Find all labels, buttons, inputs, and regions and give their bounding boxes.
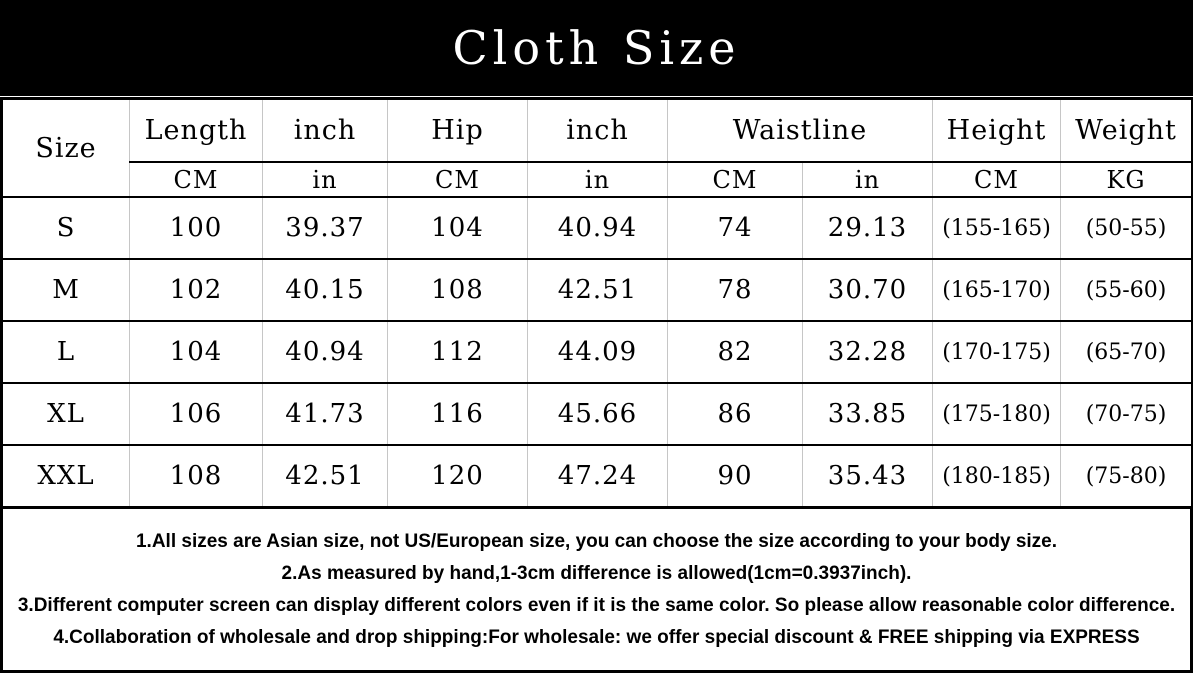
size-label: XXL <box>1 445 130 509</box>
unit-waistline-in: in <box>801 162 934 198</box>
title-banner: Cloth Size <box>0 0 1193 96</box>
weight-range-cell: (55-60) <box>1060 259 1193 322</box>
column-header-waistline: Waistline <box>666 98 934 163</box>
waistline-in-cell: 33.85 <box>801 383 934 446</box>
unit-weight-kg: KG <box>1060 162 1193 198</box>
size-label: S <box>1 197 130 260</box>
hip-in-cell: 42.51 <box>527 259 668 322</box>
hip-in-cell: 47.24 <box>527 445 668 509</box>
waistline-cm-cell: 78 <box>667 259 803 322</box>
size-label: XL <box>1 383 130 446</box>
length-cm-cell: 104 <box>129 321 263 384</box>
waistline-cm-cell: 74 <box>667 197 803 260</box>
table-row-m: M 102 40.15 108 42.51 78 30.70 (165-170)… <box>1 259 1193 322</box>
hip-cm-cell: 108 <box>387 259 528 322</box>
waistline-cm-cell: 82 <box>667 321 803 384</box>
size-label: M <box>1 259 130 322</box>
unit-height-cm: CM <box>932 162 1062 198</box>
length-in-cell: 41.73 <box>262 383 388 446</box>
weight-range-cell: (75-80) <box>1060 445 1193 509</box>
column-header-length-inch: inch <box>262 98 388 163</box>
hip-cm-cell: 116 <box>387 383 528 446</box>
waistline-cm-cell: 86 <box>667 383 803 446</box>
hip-in-cell: 40.94 <box>527 197 668 260</box>
column-header-length: Length <box>129 98 263 163</box>
table-unit-row: CM in CM in CM in CM KG <box>2 162 1193 198</box>
size-label: L <box>1 321 130 384</box>
table-row-xl: XL 106 41.73 116 45.66 86 33.85 (175-180… <box>1 383 1193 446</box>
unit-length-in: in <box>262 162 388 198</box>
unit-hip-cm: CM <box>387 162 528 198</box>
length-in-cell: 40.15 <box>262 259 388 322</box>
column-header-size: Size <box>1 98 130 198</box>
table-header-row: Size Length inch Hip inch Waistline Heig… <box>1 98 1193 198</box>
column-header-hip-inch: inch <box>527 98 668 163</box>
note-line-1: 1.All sizes are Asian size, not US/Europ… <box>135 530 1058 552</box>
waistline-cm-cell: 90 <box>667 445 803 509</box>
height-range-cell: (155-165) <box>932 197 1062 260</box>
length-cm-cell: 100 <box>129 197 263 260</box>
hip-cm-cell: 112 <box>387 321 528 384</box>
weight-range-cell: (65-70) <box>1060 321 1193 384</box>
column-header-height: Height <box>932 98 1062 163</box>
size-chart-table: Size Length inch Hip inch Waistline Heig… <box>0 97 1193 509</box>
waistline-in-cell: 30.70 <box>801 259 934 322</box>
length-in-cell: 39.37 <box>262 197 388 260</box>
waistline-in-cell: 35.43 <box>801 445 934 509</box>
length-cm-cell: 102 <box>129 259 263 322</box>
hip-cm-cell: 104 <box>387 197 528 260</box>
length-cm-cell: 106 <box>129 383 263 446</box>
waistline-in-cell: 32.28 <box>801 321 934 384</box>
table-row-l: L 104 40.94 112 44.09 82 32.28 (170-175)… <box>1 321 1193 384</box>
note-line-2: 2.As measured by hand,1-3cm difference i… <box>281 562 912 584</box>
hip-in-cell: 44.09 <box>527 321 668 384</box>
note-line-3: 3.Different computer screen can display … <box>17 594 1176 616</box>
length-in-cell: 40.94 <box>262 321 388 384</box>
weight-range-cell: (50-55) <box>1060 197 1193 260</box>
height-range-cell: (175-180) <box>932 383 1062 446</box>
unit-hip-in: in <box>527 162 668 198</box>
height-range-cell: (180-185) <box>932 445 1062 509</box>
height-range-cell: (170-175) <box>932 321 1062 384</box>
note-line-4: 4.Collaboration of wholesale and drop sh… <box>53 626 1140 648</box>
hip-in-cell: 45.66 <box>527 383 668 446</box>
weight-range-cell: (70-75) <box>1060 383 1193 446</box>
height-range-cell: (165-170) <box>932 259 1062 322</box>
table-row-xxl: XXL 108 42.51 120 47.24 90 35.43 (180-18… <box>1 445 1193 509</box>
table-row-s: S 100 39.37 104 40.94 74 29.13 (155-165)… <box>1 197 1193 260</box>
hip-cm-cell: 120 <box>387 445 528 509</box>
length-cm-cell: 108 <box>129 445 263 509</box>
waistline-in-cell: 29.13 <box>801 197 934 260</box>
notes-section: 1.All sizes are Asian size, not US/Europ… <box>0 509 1193 673</box>
page-title: Cloth Size <box>452 21 741 75</box>
column-header-weight: Weight <box>1060 98 1193 163</box>
unit-waistline-cm: CM <box>667 162 803 198</box>
unit-length-cm: CM <box>129 162 263 198</box>
column-header-hip: Hip <box>387 98 528 163</box>
length-in-cell: 42.51 <box>262 445 388 509</box>
